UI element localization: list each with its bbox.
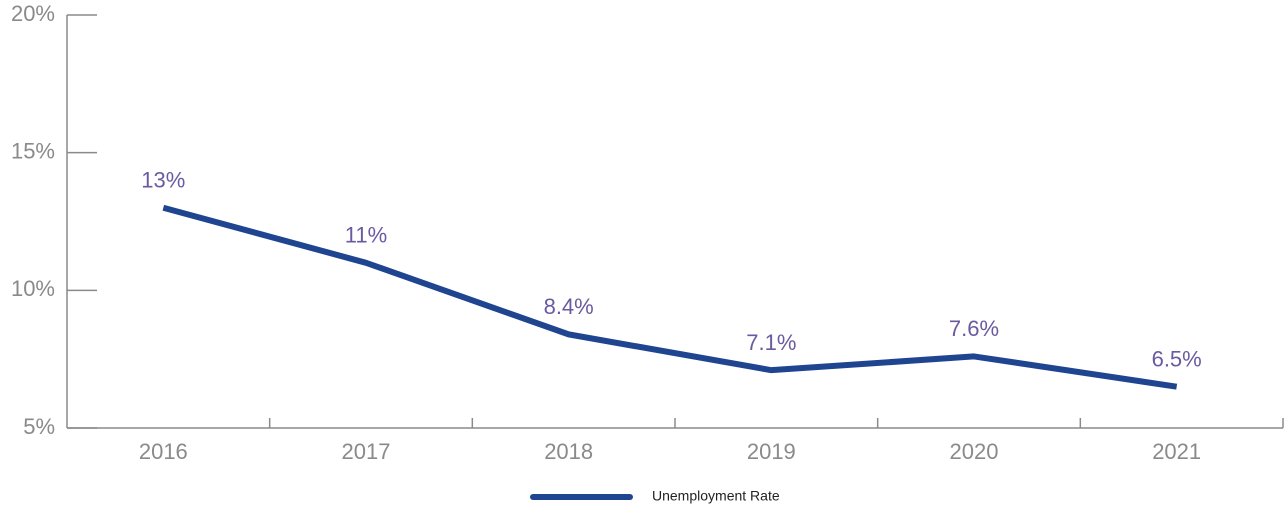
- data-label: 7.1%: [746, 330, 796, 355]
- y-tick-label: 15%: [11, 138, 55, 163]
- x-tick-label: 2017: [342, 439, 391, 464]
- line-series: [162, 204, 1178, 390]
- data-label: 7.6%: [949, 316, 999, 341]
- data-label: 8.4%: [544, 294, 594, 319]
- x-tick-label: 2016: [139, 439, 188, 464]
- x-tick-label: 2020: [950, 439, 999, 464]
- data-label: 6.5%: [1152, 347, 1202, 372]
- y-tick-label: 20%: [11, 1, 55, 26]
- data-label: 13%: [141, 168, 185, 193]
- x-tick-label: 2021: [1152, 439, 1201, 464]
- y-tick-label: 10%: [11, 276, 55, 301]
- x-tick-label: 2018: [544, 439, 593, 464]
- y-tick-label: 5%: [23, 414, 55, 439]
- x-tick-label: 2019: [747, 439, 796, 464]
- data-label: 11%: [345, 223, 387, 248]
- legend-label: Unemployment Rate: [652, 488, 780, 504]
